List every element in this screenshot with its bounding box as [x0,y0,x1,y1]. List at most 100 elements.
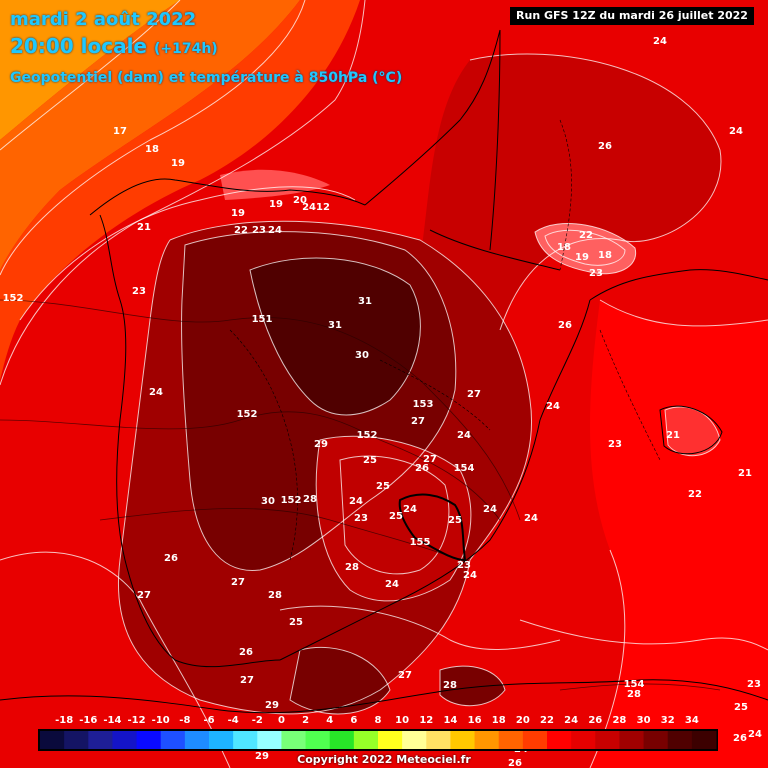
legend-swatch [595,731,620,749]
forecast-time: 20:00 locale (+174h) [10,34,218,58]
legend-tick-label: 24 [564,715,578,726]
forecast-date: mardi 2 août 2022 [10,9,197,30]
temperature-label: 25 [389,511,403,522]
temperature-label: 25 [363,455,377,466]
legend-tick-label: 4 [326,715,333,726]
temperature-label: 24 [729,126,743,137]
legend-tick-label: 32 [661,715,675,726]
legend-swatch [160,731,186,749]
legend-swatch [691,731,717,749]
legend-swatch [112,731,138,749]
legend-swatch [305,731,331,749]
legend-tick-label: -6 [203,715,214,726]
borders [229,119,661,561]
legend-tick-label: -2 [252,715,263,726]
legend-swatch [426,731,451,749]
field-26-north [420,54,721,330]
temperature-label: 26 [598,141,612,152]
legend-swatch [547,731,572,749]
geopotential-labels: 152 151 152 153 152 154 152 155 154 [3,293,645,690]
temperature-label: 26 [733,733,747,744]
legend-swatch [64,731,89,749]
legend-swatch [257,731,282,749]
legend-tick-label: 6 [350,715,357,726]
temperature-label: 27 [411,416,425,427]
field-20 [0,0,360,380]
temperature-label: 24 [385,579,399,590]
temperature-label: 28 [303,494,317,505]
temperature-label: 29 [265,700,279,711]
legend-tick-label: 20 [516,715,530,726]
lead-time: (+174h) [153,41,218,57]
temperature-label: 18 [598,250,612,261]
legend-swatch [378,731,403,749]
legend-bar [40,731,717,749]
temperature-label: 27 [398,670,412,681]
temperature-label: 27 [137,590,151,601]
temperature-label: 27 [467,389,481,400]
legend-swatch [643,731,669,749]
temperature-label: 23 [608,439,622,450]
geopotential-label: 154 [624,679,645,690]
legend-tick-label: 30 [637,715,651,726]
geopotential-label: 154 [454,463,475,474]
legend-swatch [136,731,162,749]
temperature-label: 22 [688,489,702,500]
legend-swatch [184,731,210,749]
field-16 [0,0,180,140]
field-30 [250,258,421,415]
temperature-label: 21 [738,468,752,479]
legend-swatch [40,731,65,749]
legend-tick-label: 8 [375,715,382,726]
geopotential-label: 152 [357,430,378,441]
geopotential-label: 155 [410,537,431,548]
temperature-label: 2412 [302,202,330,213]
temperature-label: 23 [132,286,146,297]
temperature-label: 29 [255,751,269,762]
legend-swatch [88,731,113,749]
legend-tick-label: 0 [278,715,285,726]
temperature-label: 23 [457,560,471,571]
color-legend: -18 -16 -14 -12 -10 -8 -6 -4 -2 0 2 4 6 8 10 12 14 16 18 20… [38,715,718,751]
legend-tick-label: 14 [443,715,457,726]
copyright: Copyright 2022 Meteociel.fr [297,753,471,766]
legend-tick-label: 10 [395,715,409,726]
legend-tick-label: -12 [128,715,146,726]
temperature-label: 24 [457,430,471,441]
temperature-label: 31 [358,296,372,307]
temperature-label: 22 [234,225,248,236]
temperature-label: 18 [145,144,159,155]
legend-swatch [329,731,355,749]
legend-swatch [474,731,500,749]
geopotential-label: 153 [413,399,434,410]
contour-155 [398,493,467,562]
temperature-label: 24 [524,513,538,524]
temperature-label: 19 [575,252,589,263]
temperature-label: 19 [231,208,245,219]
legend-swatch [281,731,307,749]
temperature-label: 24 [268,225,282,236]
temperature-label: 19 [171,158,185,169]
temperature-label: 25 [289,617,303,628]
legend-tick-label: -14 [103,715,121,726]
temperature-label: 24 [463,570,477,581]
legend-swatch [209,731,234,749]
legend-swatch [233,731,258,749]
legend-tick-label: -18 [55,715,73,726]
temperature-label: 26 [508,758,522,768]
legend-swatch [402,731,427,749]
legend-tick-label: 12 [419,715,433,726]
temperature-label: 26 [164,553,178,564]
temperature-label: 24 [653,36,667,47]
temperature-label: 22 [579,230,593,241]
geopotential-lines [0,299,721,691]
temperature-label: 23 [747,679,761,690]
temperature-label: 24 [403,504,417,515]
temperature-label: 27 [423,454,437,465]
temperature-label: 21 [137,222,151,233]
temperature-label: 25 [376,481,390,492]
legend-swatch [667,731,693,749]
